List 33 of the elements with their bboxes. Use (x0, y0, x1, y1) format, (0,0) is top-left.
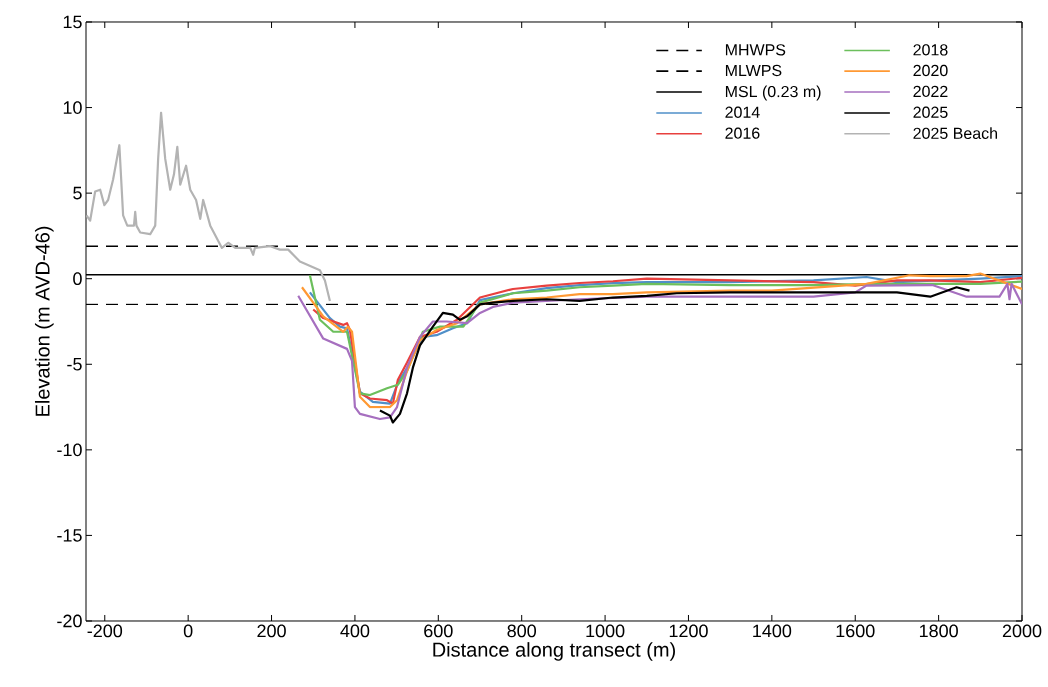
legend-label: 2020 (913, 64, 948, 77)
legend-label: 2022 (913, 85, 948, 98)
y-tick-label: 0 (73, 272, 82, 286)
y-tick-label: -20 (57, 614, 82, 628)
x-axis-title: Distance along transect (m) (433, 642, 675, 661)
y-tick-label: -10 (57, 443, 82, 457)
y-tick-label: 10 (63, 101, 82, 114)
legend-label: 2014 (725, 106, 760, 118)
y-tick-label: 5 (73, 186, 82, 200)
x-tick-label: 600 (424, 624, 453, 638)
x-tick-label: -200 (87, 624, 123, 638)
x-tick-label: 1600 (836, 624, 875, 638)
x-tick-label: 1200 (669, 624, 708, 638)
y-tick-label: -15 (57, 529, 82, 542)
legend-label: MSL (0.23 m) (725, 85, 821, 101)
x-tick-label: 2000 (1002, 624, 1042, 638)
legend-label: 2025 (913, 106, 948, 118)
x-tick-label: 0 (183, 624, 193, 638)
y-tick-label: -5 (67, 357, 82, 371)
x-tick-label: 1000 (586, 624, 625, 638)
legend-label: 2018 (913, 44, 948, 56)
x-tick-label: 400 (340, 624, 370, 638)
line-series (86, 111, 332, 303)
y-tick-label: 15 (63, 15, 82, 29)
x-tick-label: 200 (257, 624, 286, 638)
legend-label: MLWPS (725, 64, 782, 77)
y-axis-title: Elevation (m AVD-46) (34, 226, 54, 416)
x-tick-label: 1800 (919, 624, 958, 638)
legend-label: MHWPS (725, 44, 786, 56)
legend-label: 2016 (725, 127, 760, 139)
x-tick-label: 800 (507, 624, 537, 638)
legend-label: 2025 Beach (913, 127, 998, 140)
x-tick-label: 1400 (753, 624, 792, 638)
